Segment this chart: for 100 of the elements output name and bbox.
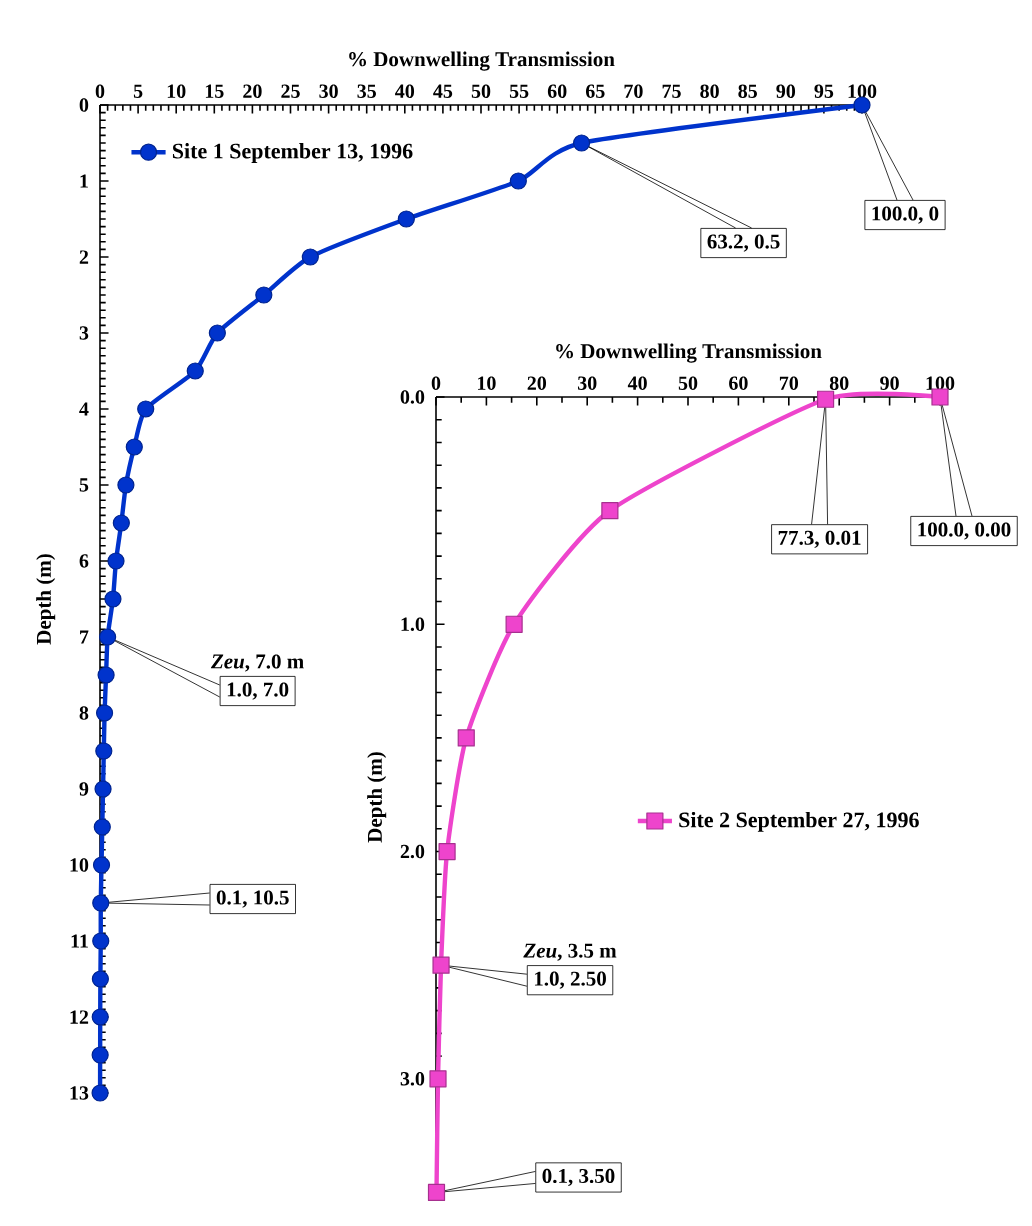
x-tick-label: 50 (678, 376, 698, 390)
point (91, 970, 109, 988)
x-axis-title: % Downwelling Transmission (349, 51, 615, 71)
y-tick-label: 0.0 (400, 390, 425, 404)
x-tick-label: 70 (624, 84, 643, 98)
point (208, 324, 226, 342)
x-tick-label: 5 (133, 84, 143, 98)
point (107, 552, 125, 570)
point (91, 1008, 109, 1026)
y-tick-label: 1 (80, 174, 88, 188)
x-tick-label: 60 (729, 376, 748, 390)
x-tick-label: 70 (779, 376, 799, 390)
annotation: 63.2, 0.5 (707, 234, 780, 252)
legend-label: Site 2 September 27, 1996 (679, 811, 919, 832)
point (438, 842, 456, 861)
y-tick-label: 3 (79, 326, 89, 340)
point (137, 400, 155, 418)
y-tick-label: 9 (79, 782, 89, 796)
y-tick-label: 13 (70, 1086, 89, 1100)
point (397, 210, 415, 228)
point (92, 856, 111, 874)
point (95, 742, 113, 760)
point (92, 894, 110, 912)
point (505, 615, 523, 633)
point (255, 286, 273, 304)
y-tick-label: 7 (80, 630, 89, 644)
x-tick-label: 10 (167, 84, 186, 98)
x-tick-label: 100 (926, 376, 955, 390)
annotation: 1.0, 7.0 (227, 682, 289, 700)
x-tick-label: 10 (478, 376, 496, 390)
x-tick-label: 90 (776, 84, 796, 98)
x-tick-label: 50 (471, 84, 491, 98)
x-tick-label: 45 (433, 84, 453, 98)
x-tick-label: 30 (577, 376, 597, 390)
point (457, 729, 475, 747)
point (95, 704, 114, 722)
point (97, 666, 115, 684)
point (427, 1183, 446, 1202)
annotation: 0.1, 10.5 (216, 890, 289, 908)
y-tick-label: 10 (70, 858, 89, 872)
point (816, 390, 835, 408)
legend-label: Site 1 September 13, 1996 (172, 143, 413, 163)
y-tick-label: 8 (79, 706, 89, 720)
x-tick-label: 40 (395, 84, 415, 98)
point (186, 362, 204, 380)
point (99, 628, 117, 646)
point (112, 514, 130, 532)
y-tick-label: 6 (79, 554, 89, 568)
point (509, 172, 527, 190)
x-tick-label: 65 (585, 84, 605, 98)
x-tick-label: 100 (848, 84, 877, 98)
point (601, 502, 619, 520)
x-tick-label: 55 (509, 84, 529, 98)
x-tick-label: 95 (814, 84, 834, 98)
x-tick-label: 75 (662, 84, 681, 98)
y-tick-label: 11 (71, 934, 88, 948)
y-tick-label: 2 (79, 250, 89, 264)
x-tick-label: 90 (880, 376, 899, 390)
point (432, 956, 450, 974)
annotation: 100.0, 0.00 (918, 522, 1011, 540)
y-tick-label: 3.0 (400, 1072, 425, 1086)
x-tick-label: 0 (431, 376, 441, 390)
x-tick-label: 15 (205, 84, 224, 98)
y-tick-label: 5 (79, 478, 89, 492)
annotation: Zeu, 3.5 m (523, 943, 617, 961)
y-tick-label: 1.0 (401, 617, 425, 632)
point (429, 1070, 447, 1088)
point (91, 1046, 109, 1064)
x-tick-label: 35 (357, 84, 376, 98)
x-tick-label: 80 (829, 376, 849, 390)
annotation: 77.3, 0.01 (778, 530, 861, 548)
point (572, 134, 591, 152)
y-axis-title: Depth (m) (367, 752, 387, 843)
point (301, 248, 319, 266)
annotation: 1.0, 2.50 (534, 971, 606, 989)
x-axis-title: % Downwelling Transmission (556, 343, 822, 363)
annotation: 0.1, 3.50 (542, 1168, 615, 1187)
x-tick-label: 30 (319, 84, 338, 98)
x-tick-label: 60 (547, 84, 567, 98)
point (92, 932, 110, 950)
y-tick-label: 4 (79, 402, 89, 416)
y-tick-label: 2.0 (400, 844, 425, 859)
x-tick-label: 20 (243, 84, 262, 98)
y-axis-title: Depth (m) (36, 554, 56, 645)
point (125, 438, 143, 456)
x-tick-label: 25 (281, 84, 300, 98)
point (91, 1084, 109, 1102)
y-tick-label: 12 (70, 1010, 89, 1024)
x-tick-label: 0 (95, 84, 105, 98)
text: 100.0, 0 (872, 206, 939, 224)
point (104, 590, 122, 608)
x-tick-label: 85 (738, 84, 757, 98)
annotation: Zeu, 7.0 m (210, 654, 304, 672)
x-tick-label: 80 (700, 84, 719, 98)
y-tick-label: 0 (79, 98, 89, 112)
point (94, 780, 112, 798)
x-tick-label: 40 (627, 376, 647, 390)
point (117, 476, 135, 494)
x-tick-label: 20 (527, 376, 547, 390)
point (93, 818, 111, 836)
